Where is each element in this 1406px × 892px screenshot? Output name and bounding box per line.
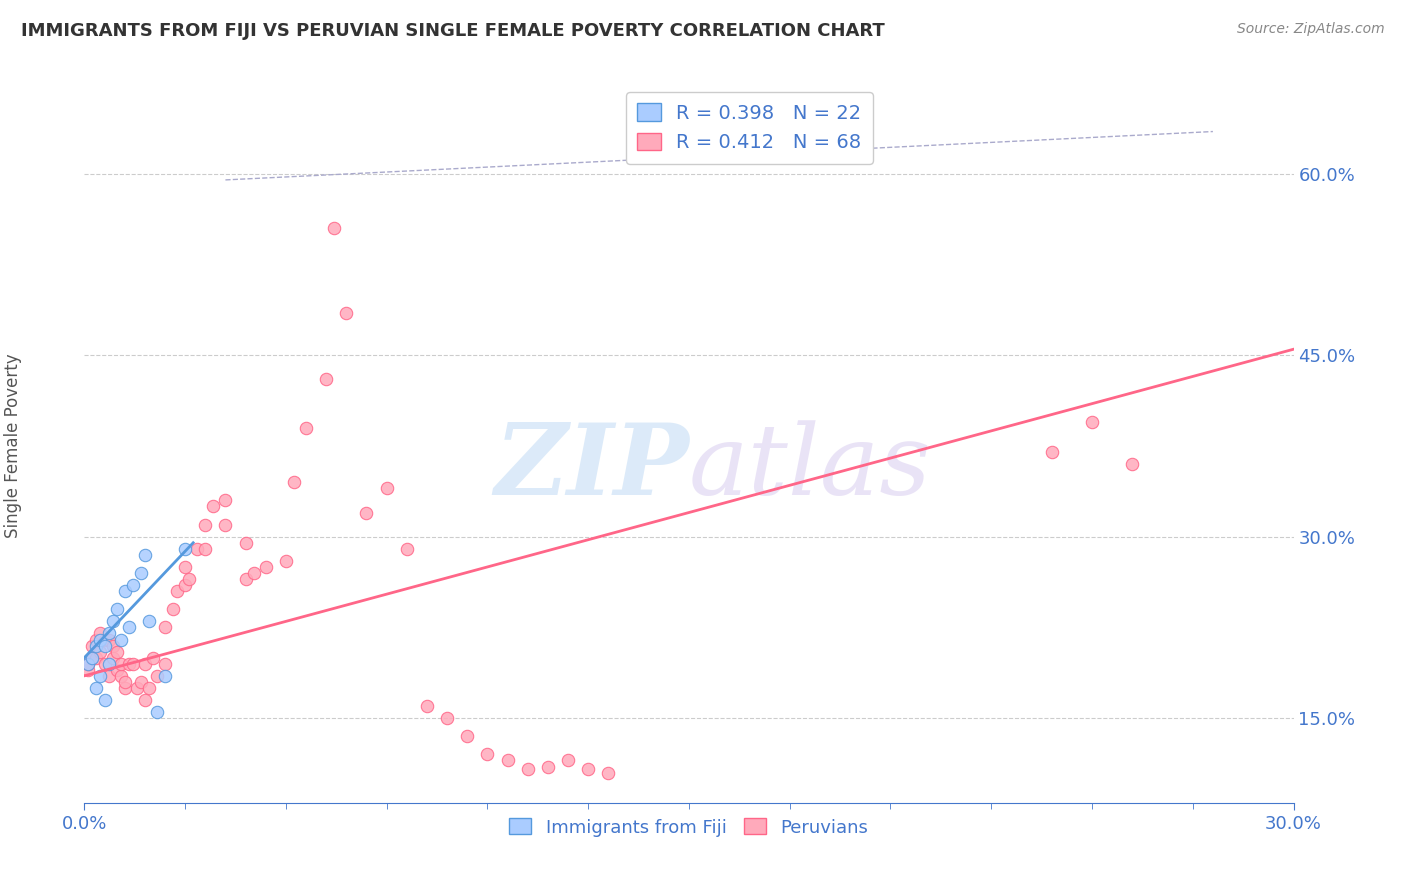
Point <box>254 560 277 574</box>
Point <box>202 500 225 514</box>
Point <box>174 578 197 592</box>
Point <box>283 475 305 490</box>
Point <box>121 657 143 671</box>
Point <box>323 221 346 235</box>
Point <box>105 645 128 659</box>
Point <box>214 517 236 532</box>
Point <box>416 699 439 714</box>
Point <box>129 674 152 689</box>
Point <box>110 632 132 647</box>
Point <box>93 632 115 647</box>
Text: ZIP: ZIP <box>495 419 690 516</box>
Point <box>101 615 124 629</box>
Point <box>89 645 111 659</box>
Point <box>89 669 111 683</box>
Y-axis label: Single Female Poverty: Single Female Poverty <box>4 354 22 538</box>
Point <box>82 639 104 653</box>
Point <box>93 693 115 707</box>
Point <box>235 535 257 549</box>
Point <box>395 541 418 556</box>
Point <box>146 669 169 683</box>
Point <box>557 754 579 768</box>
Point <box>1040 445 1063 459</box>
Point <box>1081 415 1104 429</box>
Point <box>134 548 156 562</box>
Point <box>86 650 108 665</box>
Point <box>89 626 111 640</box>
Point <box>138 681 160 695</box>
Point <box>335 306 357 320</box>
Point <box>110 669 132 683</box>
Point <box>375 481 398 495</box>
Point <box>537 759 560 773</box>
Point <box>118 620 141 634</box>
Point <box>138 615 160 629</box>
Point <box>436 711 458 725</box>
Point <box>82 650 104 665</box>
Point <box>179 572 201 586</box>
Point <box>97 632 120 647</box>
Point <box>101 639 124 653</box>
Point <box>121 578 143 592</box>
Point <box>174 541 197 556</box>
Point <box>86 632 108 647</box>
Point <box>134 657 156 671</box>
Point <box>186 541 208 556</box>
Point <box>235 572 257 586</box>
Point <box>82 650 104 665</box>
Text: atlas: atlas <box>689 420 931 515</box>
Point <box>77 657 100 671</box>
Point <box>114 674 136 689</box>
Point <box>598 765 620 780</box>
Legend: Immigrants from Fiji, Peruvians: Immigrants from Fiji, Peruvians <box>502 811 876 844</box>
Point <box>214 493 236 508</box>
Point <box>105 602 128 616</box>
Point <box>97 657 120 671</box>
Point <box>456 729 478 743</box>
Point <box>295 421 318 435</box>
Point <box>274 554 297 568</box>
Point <box>110 657 132 671</box>
Point <box>153 657 176 671</box>
Point <box>356 506 378 520</box>
Point <box>194 517 217 532</box>
Point <box>97 669 120 683</box>
Point <box>77 663 100 677</box>
Point <box>101 650 124 665</box>
Point <box>315 372 337 386</box>
Text: Source: ZipAtlas.com: Source: ZipAtlas.com <box>1237 22 1385 37</box>
Point <box>114 584 136 599</box>
Point <box>86 681 108 695</box>
Point <box>125 681 148 695</box>
Point <box>516 762 538 776</box>
Point <box>86 639 108 653</box>
Point <box>174 560 197 574</box>
Point <box>89 632 111 647</box>
Point <box>242 566 264 580</box>
Point <box>134 693 156 707</box>
Point <box>1121 457 1143 471</box>
Point <box>496 754 519 768</box>
Point <box>118 657 141 671</box>
Point <box>153 620 176 634</box>
Point <box>105 663 128 677</box>
Point <box>194 541 217 556</box>
Text: IMMIGRANTS FROM FIJI VS PERUVIAN SINGLE FEMALE POVERTY CORRELATION CHART: IMMIGRANTS FROM FIJI VS PERUVIAN SINGLE … <box>21 22 884 40</box>
Point <box>142 650 165 665</box>
Point <box>93 639 115 653</box>
Point <box>97 626 120 640</box>
Point <box>477 747 499 762</box>
Point <box>153 669 176 683</box>
Point <box>114 681 136 695</box>
Point <box>146 705 169 719</box>
Point <box>129 566 152 580</box>
Point <box>166 584 188 599</box>
Point <box>576 762 599 776</box>
Point <box>162 602 184 616</box>
Point <box>93 657 115 671</box>
Point <box>77 657 100 671</box>
